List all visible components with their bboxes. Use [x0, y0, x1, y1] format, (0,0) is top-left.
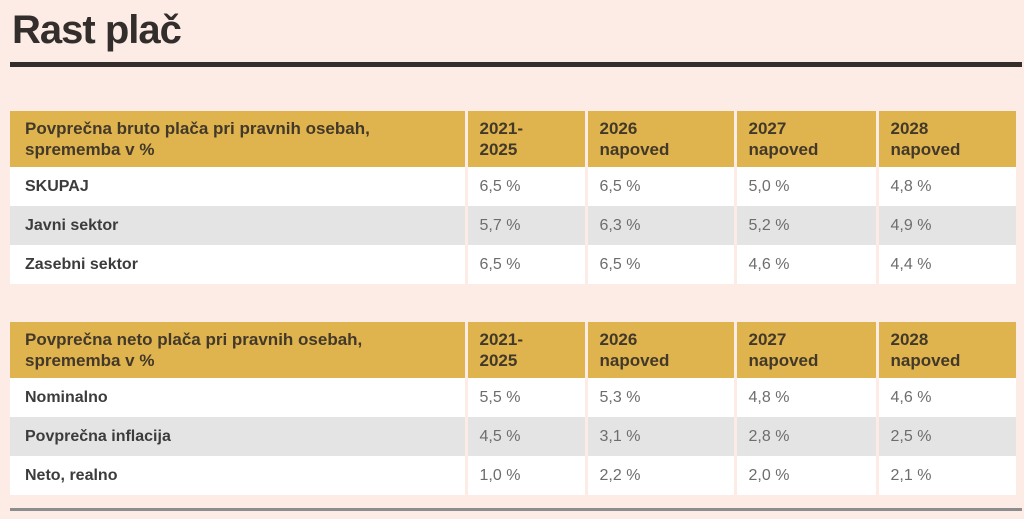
cell-value: 6,5 % — [464, 245, 586, 284]
row-label: Javni sektor — [10, 206, 466, 245]
cell-value: 4,9 % — [875, 206, 1016, 245]
neto-table-title: Povprečna neto plača pri pravnih osebah,… — [10, 322, 466, 378]
table-row-nominalno: Nominalno 5,5 % 5,3 % 4,8 % 4,6 % — [10, 378, 1016, 417]
neto-col-2021-2025: 2021- 2025 — [464, 322, 586, 378]
cell-value: 4,6 % — [875, 378, 1016, 417]
bruto-col-2021-2025: 2021- 2025 — [464, 111, 586, 167]
row-label: SKUPAJ — [10, 167, 466, 206]
cell-value: 4,4 % — [875, 245, 1016, 284]
cell-value: 2,0 % — [733, 456, 877, 495]
cell-value: 5,5 % — [464, 378, 586, 417]
neto-col-2026: 2026 napoved — [584, 322, 735, 378]
cell-value: 5,3 % — [584, 378, 735, 417]
row-label: Nominalno — [10, 378, 466, 417]
neto-header-row: Povprečna neto plača pri pravnih osebah,… — [10, 322, 1016, 378]
cell-value: 4,5 % — [464, 417, 586, 456]
neto-wage-table: Povprečna neto plača pri pravnih osebah,… — [10, 322, 1016, 495]
cell-value: 4,8 % — [875, 167, 1016, 206]
row-label: Neto, realno — [10, 456, 466, 495]
row-label: Povprečna inflacija — [10, 417, 466, 456]
cell-value: 4,6 % — [733, 245, 877, 284]
cell-value: 2,1 % — [875, 456, 1016, 495]
page-title: Rast plač — [12, 8, 182, 52]
neto-col-2028: 2028 napoved — [875, 322, 1016, 378]
cell-value: 4,8 % — [733, 378, 877, 417]
bruto-wage-table: Povprečna bruto plača pri pravnih osebah… — [10, 111, 1016, 284]
table-row-javni-sektor: Javni sektor 5,7 % 6,3 % 5,2 % 4,9 % — [10, 206, 1016, 245]
cell-value: 1,0 % — [464, 456, 586, 495]
cell-value: 5,2 % — [733, 206, 877, 245]
cell-value: 6,3 % — [584, 206, 735, 245]
cell-value: 6,5 % — [584, 245, 735, 284]
title-underline — [10, 62, 1022, 67]
cell-value: 2,2 % — [584, 456, 735, 495]
table-row-neto-realno: Neto, realno 1,0 % 2,2 % 2,0 % 2,1 % — [10, 456, 1016, 495]
row-label: Zasebni sektor — [10, 245, 466, 284]
bruto-header-row: Povprečna bruto plača pri pravnih osebah… — [10, 111, 1016, 167]
cell-value: 2,5 % — [875, 417, 1016, 456]
cell-value: 6,5 % — [464, 167, 586, 206]
table-row-skupaj: SKUPAJ 6,5 % 6,5 % 5,0 % 4,8 % — [10, 167, 1016, 206]
bruto-col-2028: 2028 napoved — [875, 111, 1016, 167]
bruto-col-2027: 2027 napoved — [733, 111, 877, 167]
cell-value: 5,0 % — [733, 167, 877, 206]
table-row-zasebni-sektor: Zasebni sektor 6,5 % 6,5 % 4,6 % 4,4 % — [10, 245, 1016, 284]
neto-col-2027: 2027 napoved — [733, 322, 877, 378]
bruto-table-title: Povprečna bruto plača pri pravnih osebah… — [10, 111, 466, 167]
cell-value: 5,7 % — [464, 206, 586, 245]
bruto-col-2026: 2026 napoved — [584, 111, 735, 167]
cell-value: 6,5 % — [584, 167, 735, 206]
cell-value: 2,8 % — [733, 417, 877, 456]
cell-value: 3,1 % — [584, 417, 735, 456]
table-row-povprecna-inflacija: Povprečna inflacija 4,5 % 3,1 % 2,8 % 2,… — [10, 417, 1016, 456]
bottom-divider — [10, 508, 1022, 511]
